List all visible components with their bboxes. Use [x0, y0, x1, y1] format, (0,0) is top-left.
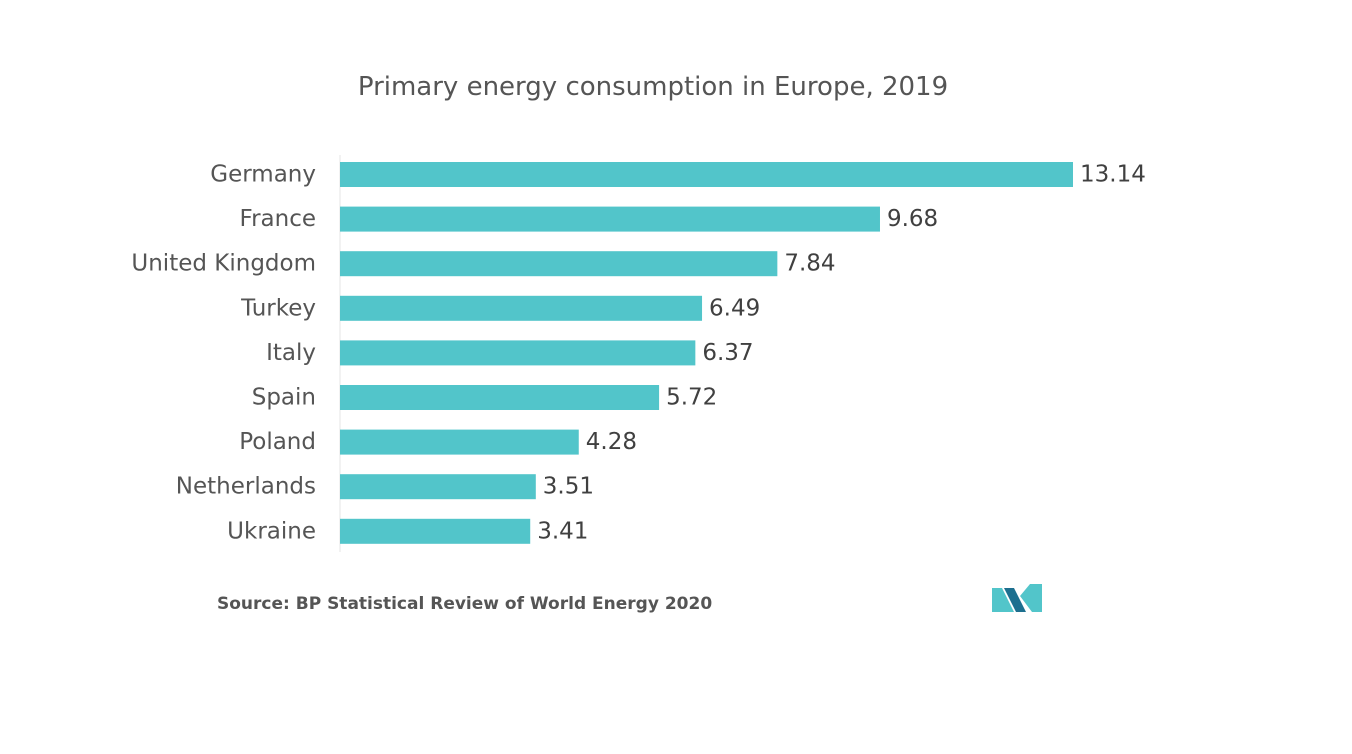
category-label: Italy [266, 340, 316, 366]
bar-ukraine [340, 518, 531, 544]
bar-netherlands [340, 474, 536, 500]
category-label: Poland [239, 429, 316, 455]
source-note: Source: BP Statistical Review of World E… [217, 594, 713, 614]
value-label: 7.84 [784, 251, 835, 277]
value-label: 3.51 [543, 474, 594, 500]
value-label: 6.37 [702, 340, 753, 366]
category-label: Ukraine [227, 518, 316, 544]
bar-spain [340, 385, 660, 410]
bars-group: Germany 13.14 France 9.68 United Kingdom 7.84… [131, 162, 1145, 545]
value-label: 4.28 [586, 429, 637, 455]
bar-turkey [340, 295, 703, 321]
logo-middle-stroke [1004, 588, 1026, 612]
value-label: 5.72 [666, 385, 717, 411]
value-label: 9.68 [887, 206, 938, 232]
value-label: 13.14 [1080, 162, 1146, 188]
bar-poland [340, 429, 579, 455]
category-label: Netherlands [176, 474, 316, 500]
category-label: Germany [210, 162, 316, 188]
bar-france [340, 206, 880, 232]
category-label: Spain [252, 385, 316, 411]
bar-italy [340, 340, 696, 366]
bar-united-kingdom [340, 251, 778, 277]
value-label: 6.49 [709, 295, 760, 321]
value-label: 3.41 [537, 518, 588, 544]
chart-title: Primary energy consumption in Europe, 20… [357, 72, 949, 102]
category-label: United Kingdom [131, 251, 316, 277]
logo-right-stroke [1020, 584, 1042, 612]
category-label: France [240, 206, 316, 232]
mordor-intelligence-logo-icon [992, 584, 1042, 612]
logo-left-stroke [992, 588, 1014, 612]
category-label: Turkey [240, 295, 316, 321]
bar-germany [340, 162, 1073, 187]
